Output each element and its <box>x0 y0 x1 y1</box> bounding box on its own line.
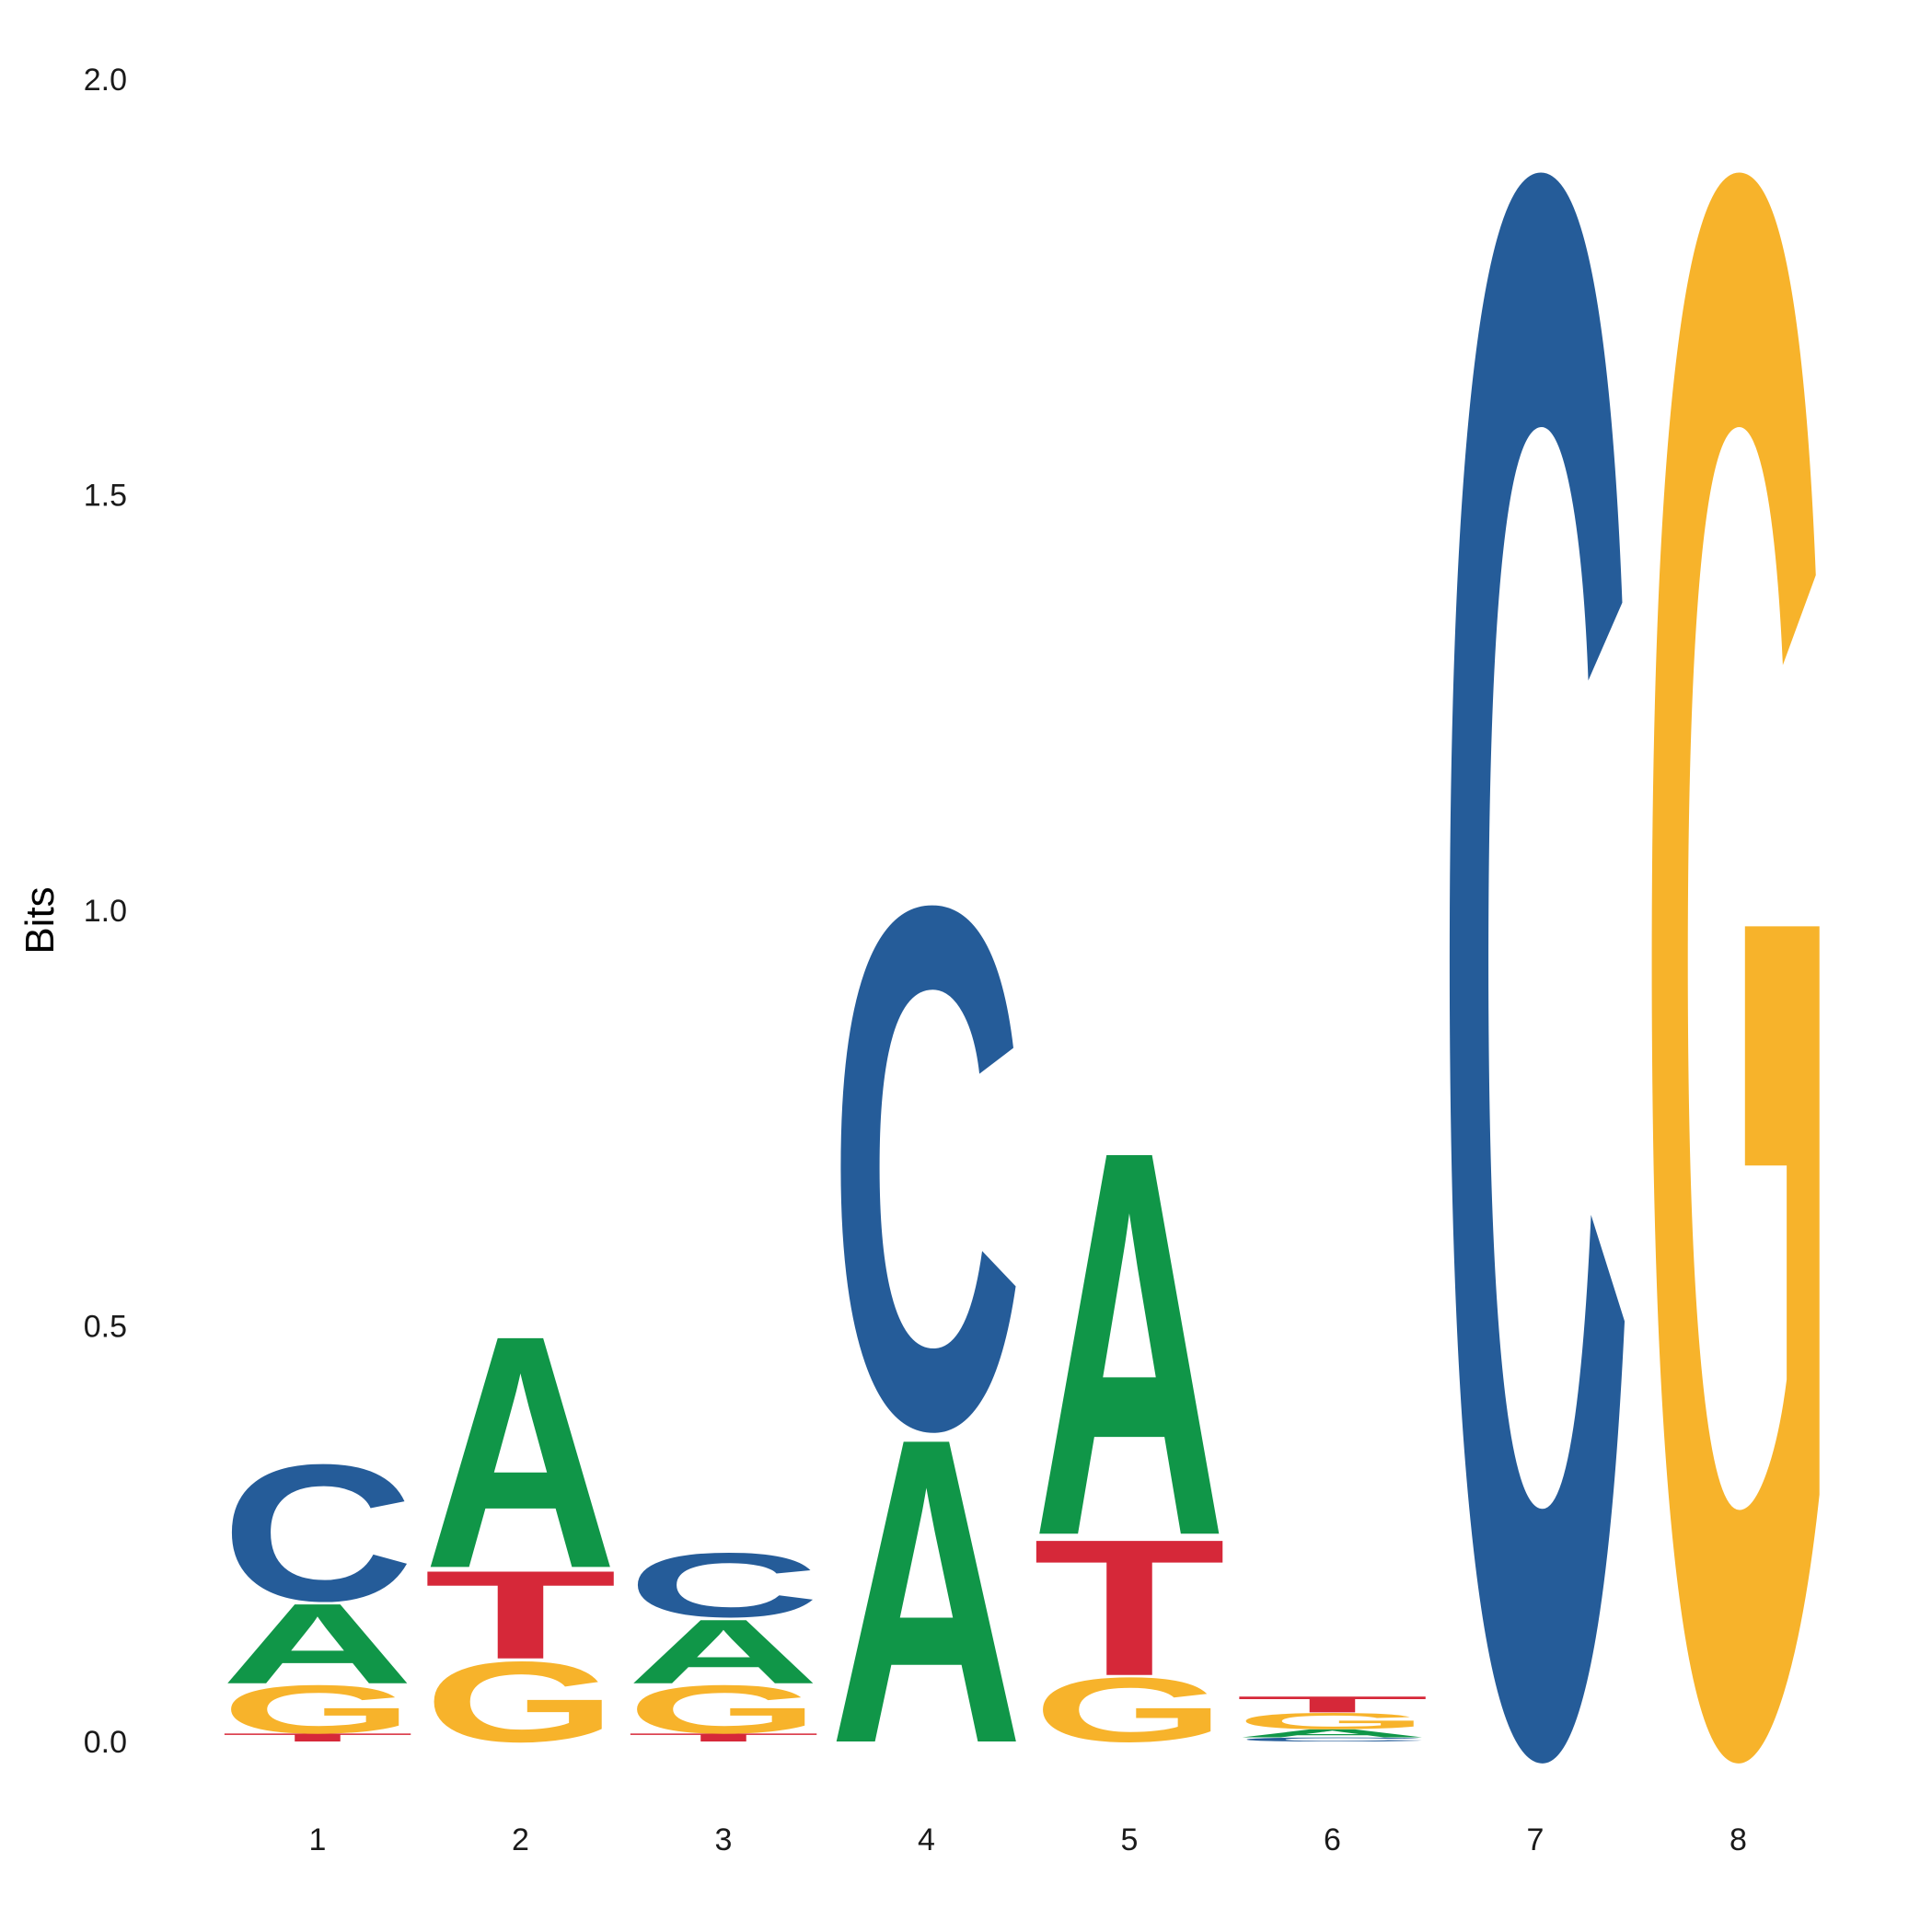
x-tick-label: 1 <box>309 1822 327 1857</box>
x-axis-ticks: 1 2 3 4 5 6 7 8 <box>309 1822 1747 1857</box>
logo-letter-a: A <box>830 1348 1024 1834</box>
x-tick-label: 5 <box>1121 1822 1139 1857</box>
logo-letter-c: C <box>1439 0 1632 1932</box>
x-tick-label: 2 <box>512 1822 529 1857</box>
y-axis-ticks: 0.0 0.5 1.0 1.5 2.0 <box>84 63 127 1760</box>
y-tick-label: 1.5 <box>84 479 127 514</box>
logo-letter-t: T <box>424 1544 618 1685</box>
logo-letter-g: G <box>424 1637 618 1765</box>
logo-letter-t: T <box>627 1731 820 1744</box>
logo-letter-c: C <box>830 750 1024 1583</box>
y-tick-label: 0.5 <box>84 1310 127 1345</box>
x-tick-label: 3 <box>715 1822 733 1857</box>
logo-letter-a: A <box>1236 1727 1429 1740</box>
logo-letter-a: A <box>424 1267 618 1637</box>
logo-letter-g: G <box>1033 1659 1226 1761</box>
logo-letter-g: G <box>1236 1708 1429 1734</box>
y-tick-label: 0.0 <box>84 1725 127 1760</box>
x-tick-label: 4 <box>918 1822 935 1857</box>
logo-letter-g: G <box>1642 0 1835 1932</box>
y-tick-label: 1.0 <box>84 894 127 929</box>
logo-letter-a: A <box>627 1601 820 1703</box>
logo-letter-c: C <box>627 1534 820 1637</box>
x-tick-label: 7 <box>1527 1822 1544 1857</box>
x-tick-label: 8 <box>1730 1822 1747 1857</box>
logo-letter-t: T <box>1236 1692 1429 1718</box>
y-tick-label: 2.0 <box>84 63 127 98</box>
logo-letter-t: T <box>1033 1499 1226 1717</box>
logo-letter-c: C <box>1236 1736 1429 1742</box>
logo-letter-a: A <box>221 1580 414 1708</box>
logo-letter-t: T <box>221 1731 414 1744</box>
logo-letter-g: G <box>627 1671 820 1747</box>
y-axis-title: Bits <box>17 886 63 954</box>
logo-letter-c: C <box>221 1424 414 1641</box>
logo-letter-g: G <box>221 1671 414 1747</box>
logo-letter-a: A <box>1033 1035 1226 1650</box>
x-tick-label: 6 <box>1324 1822 1341 1857</box>
